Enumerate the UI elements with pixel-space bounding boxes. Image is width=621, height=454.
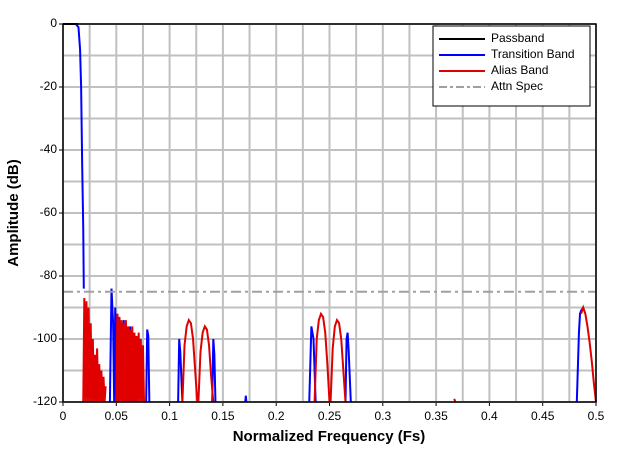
x-tick-label: 0: [60, 409, 67, 423]
x-axis-label: Normalized Frequency (Fs): [233, 428, 426, 445]
y-tick-label: 0: [50, 16, 57, 30]
x-tick-label: 0.35: [424, 409, 448, 423]
x-tick-label: 0.25: [318, 409, 342, 423]
legend-label: Alias Band: [491, 63, 548, 77]
x-tick-label: 0.45: [531, 409, 555, 423]
y-tick-label: -20: [40, 79, 58, 93]
x-tick-label: 0.5: [588, 409, 605, 423]
x-tick-label: 0.3: [374, 409, 391, 423]
legend-label: Attn Spec: [491, 79, 543, 93]
plot-frame: [62, 23, 597, 403]
x-tick-label: 0.1: [161, 409, 178, 423]
series-line: [82, 298, 597, 403]
legend-label: Passband: [491, 31, 544, 45]
y-tick-label: -100: [33, 331, 57, 345]
legend-label: Transition Band: [491, 47, 575, 61]
y-tick-label: -60: [40, 205, 58, 219]
x-tick-label: 0.05: [105, 409, 129, 423]
x-tick-label: 0.15: [211, 409, 235, 423]
y-tick-label: -80: [40, 268, 58, 282]
y-axis-label: Amplitude (dB): [5, 159, 22, 266]
x-tick-label: 0.2: [268, 409, 285, 423]
x-tick-label: 0.4: [481, 409, 498, 423]
y-tick-label: -120: [33, 394, 57, 408]
legend: Passband Transition Band Alias Band Attn Sp…: [432, 25, 591, 107]
y-tick-label: -40: [40, 142, 58, 156]
